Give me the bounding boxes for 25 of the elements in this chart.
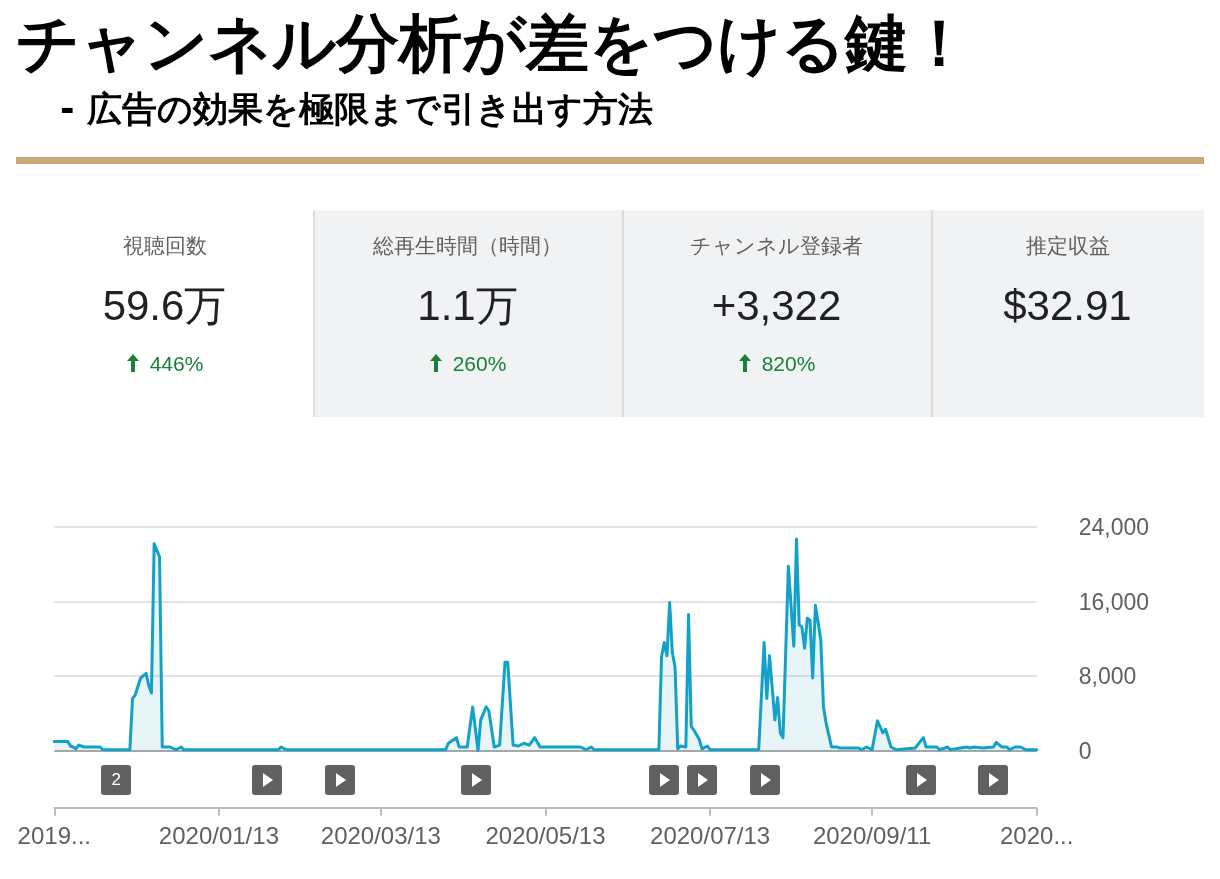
- x-tick-label: 2019...: [17, 822, 91, 850]
- count-badge: 2: [101, 764, 132, 795]
- text: 260%: [452, 352, 507, 375]
- text: 推定収益: [1025, 234, 1110, 257]
- y-tick-label: 24,000: [1078, 514, 1150, 540]
- x-tick-label: 2020/01/13: [158, 822, 279, 850]
- x-tick-label: 2020/07/13: [650, 822, 771, 850]
- y-tick-label: 8,000: [1078, 663, 1137, 690]
- text: 視聴回数: [122, 234, 207, 257]
- x-tick-label: 2020...: [1000, 822, 1074, 850]
- text: - 広告の効果を極限まで引き出す方法: [60, 89, 653, 129]
- text: チャンネル分析が差をつける鍵！: [16, 7, 971, 80]
- text: 1.1万: [417, 282, 518, 329]
- text: チャンネル登録者: [690, 234, 863, 257]
- text: 総再生時間（時間）: [373, 234, 562, 257]
- text: +3,322: [711, 282, 842, 329]
- x-tick-label: 2020/09/11: [812, 822, 932, 850]
- x-tick-label: 2020/05/13: [485, 822, 606, 850]
- x-tick-label: 2020/03/13: [320, 822, 441, 850]
- text: 59.6万: [102, 282, 227, 329]
- y-tick-label: 0: [1078, 737, 1092, 764]
- y-tick-label: 16,000: [1078, 588, 1150, 615]
- text: 446%: [149, 352, 204, 375]
- text: 820%: [761, 352, 816, 375]
- text: $32.91: [1003, 282, 1132, 329]
